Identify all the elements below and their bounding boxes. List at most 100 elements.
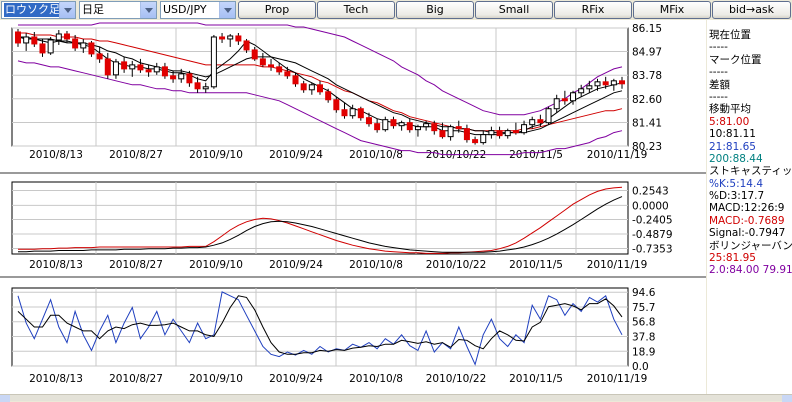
series-line-signal: [18, 196, 623, 253]
candle-body: [210, 36, 217, 88]
tech-button[interactable]: Tech: [317, 1, 395, 19]
y-tick-label: 82.60: [632, 94, 662, 106]
mfix-button[interactable]: MFix: [633, 1, 711, 19]
candle-body: [170, 75, 177, 80]
bid-ask-button[interactable]: bid→ask: [712, 1, 791, 19]
candle-body: [455, 126, 462, 130]
candle-body: [276, 66, 283, 73]
candle-body: [341, 109, 348, 117]
candle-body: [268, 64, 275, 68]
candle-body: [96, 53, 103, 60]
x-tick-label: 2010/11/5: [509, 259, 563, 271]
indicator-info-panel: 現在位置 ----- マーク位置 ----- 差額 ----- 移動平均 5:8…: [707, 20, 792, 394]
x-tick-label: 2010/8/13: [29, 259, 83, 271]
y-tick-label: -0.2405: [632, 214, 673, 226]
currency-pair-select[interactable]: USD/JPY: [160, 1, 236, 19]
candle-body: [357, 108, 364, 119]
currency-pair-value: USD/JPY: [163, 3, 207, 16]
y-tick-label: 81.41: [632, 117, 662, 129]
candle-body: [202, 86, 209, 90]
bollinger-band-values: 2.0:84.00 79.91: [709, 264, 792, 277]
x-tick-label: 2010/10/8: [349, 373, 403, 385]
y-tick-label: 0.0000: [632, 200, 669, 212]
candle-body: [619, 80, 625, 85]
scroll-right-icon[interactable]: [782, 395, 792, 402]
y-tick-label: 84.97: [632, 47, 662, 59]
candle-body: [23, 36, 30, 44]
candle-body: [47, 39, 54, 54]
candle-body: [463, 128, 470, 141]
chevron-down-icon[interactable]: [59, 2, 75, 18]
candle-body: [545, 108, 552, 124]
price-chart-panel[interactable]: 86.15 84.97 83.78 82.60 81.41 80.23 2010/8/13 2…: [0, 20, 706, 172]
macd-chart-panel[interactable]: 0.2543 0.0000 -0.2405 -0.4879 -0.7353 2010/8/…: [0, 174, 706, 276]
macd-chart[interactable]: 0.2543 0.0000 -0.2405 -0.4879 -0.7353 2010/8/…: [0, 174, 706, 276]
small-button[interactable]: Small: [475, 1, 553, 19]
x-tick-label: 2010/10/8: [349, 259, 403, 271]
period-value: 日足: [82, 3, 104, 16]
prop-button[interactable]: Prop: [238, 1, 316, 19]
x-tick-label: 2010/9/10: [189, 149, 243, 161]
candle-body: [602, 81, 609, 86]
candle-body: [382, 119, 389, 131]
rfix-button[interactable]: RFix: [554, 1, 632, 19]
candle-body: [472, 139, 479, 144]
candle-body: [39, 43, 46, 54]
y-tick-label: -0.7353: [632, 243, 673, 255]
candle-body: [137, 64, 144, 71]
stoch-d-value: %D:3:17.7: [709, 190, 765, 203]
stochastics-chart[interactable]: 94.6 75.7 56.8 37.8 18.9 0.0 2010/8/13 2010/8/2…: [0, 278, 706, 394]
bollinger-mid-value: 25:81.95: [709, 252, 756, 265]
y-tick-label: 37.8: [632, 332, 655, 344]
candle-body: [72, 38, 79, 49]
x-tick-label: 2010/8/13: [29, 373, 83, 385]
chart-type-select[interactable]: ロウソク足: [1, 1, 76, 19]
candle-body: [104, 58, 111, 76]
x-tick-label: 2010/11/19: [587, 259, 648, 271]
candle-body: [521, 124, 528, 134]
x-tick-label: 2010/8/27: [109, 149, 163, 161]
ma-line-10: 10:81.11: [709, 128, 756, 141]
candle-body: [439, 130, 446, 138]
candle-body: [447, 126, 454, 138]
candle-body: [31, 36, 38, 45]
candle-body: [317, 84, 323, 93]
candle-body: [227, 35, 234, 40]
candle-body: [488, 130, 495, 136]
x-tick-label: 2010/11/5: [509, 373, 563, 385]
diff-value: -----: [709, 90, 728, 103]
candle-body: [586, 85, 593, 90]
series-line-pct-k: [17, 291, 623, 366]
stochastics-chart-panel[interactable]: 94.6 75.7 56.8 37.8 18.9 0.0 2010/8/13 2010/8/2…: [0, 278, 706, 394]
moving-average-label: 移動平均: [709, 103, 751, 116]
macd-params: MACD:12:26:9: [709, 202, 785, 215]
candle-body: [186, 73, 193, 84]
y-tick-label: 56.8: [632, 317, 655, 329]
y-tick-label: 86.15: [632, 23, 662, 35]
horizontal-scrollbar[interactable]: [0, 394, 792, 402]
candle-body: [414, 126, 421, 131]
candle-body: [512, 130, 519, 134]
candle-body: [365, 117, 372, 125]
chevron-down-icon[interactable]: [140, 2, 156, 18]
candle-body: [496, 130, 503, 137]
panel-divider[interactable]: [0, 276, 706, 278]
panel-divider[interactable]: [0, 172, 706, 174]
x-tick-label: 2010/9/10: [189, 373, 243, 385]
chevron-down-icon[interactable]: [219, 2, 235, 18]
current-position-label: 現在位置: [709, 29, 751, 41]
big-button[interactable]: Big: [396, 1, 474, 19]
period-select[interactable]: 日足: [79, 1, 157, 19]
candle-body: [63, 33, 70, 40]
candle-body: [504, 130, 511, 137]
candle-body: [480, 134, 487, 144]
x-tick-label: 2010/9/10: [189, 259, 243, 271]
candle-body: [406, 122, 413, 131]
x-tick-label: 2010/10/22: [426, 373, 487, 385]
candle-body: [112, 61, 119, 76]
scroll-left-icon[interactable]: [0, 395, 10, 402]
candlestick-chart[interactable]: 86.15 84.97 83.78 82.60 81.41 80.23 2010/8/13 2…: [0, 20, 706, 172]
candle-body: [284, 71, 291, 77]
y-tick-label: 0.2543: [632, 186, 669, 198]
candle-body: [553, 98, 560, 110]
